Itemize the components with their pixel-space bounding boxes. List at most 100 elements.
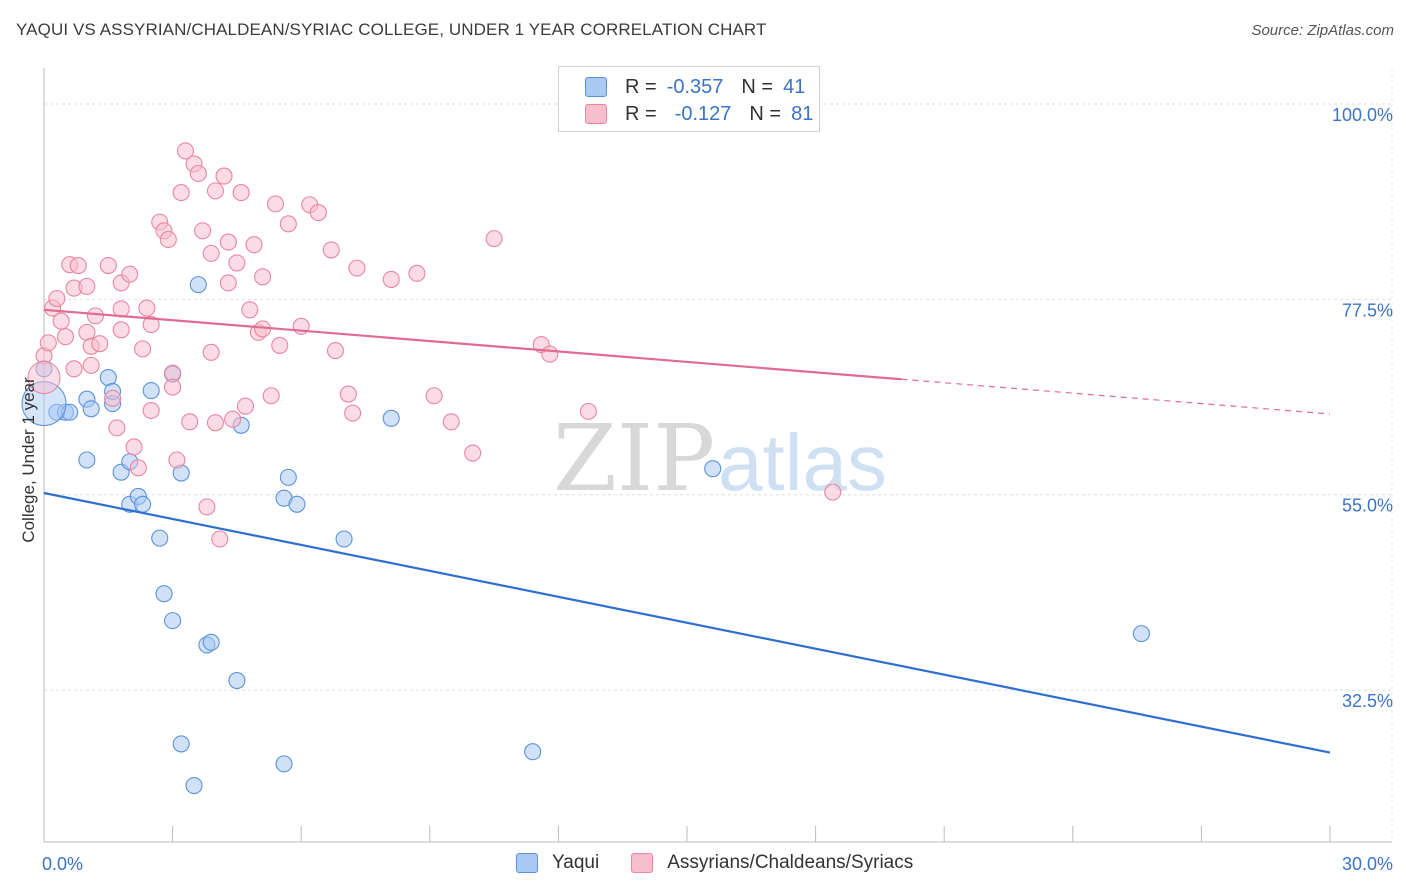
point-assyrian xyxy=(78,277,96,295)
point-assyrian xyxy=(189,164,207,183)
point-yaqui xyxy=(704,460,722,478)
point-assyrian xyxy=(211,530,229,548)
y-tick-label: 55.0% xyxy=(1342,496,1393,516)
point-assyrian xyxy=(309,204,327,222)
point-assyrian xyxy=(168,451,186,469)
point-assyrian xyxy=(27,361,61,395)
point-yaqui xyxy=(82,400,100,418)
point-assyrian xyxy=(176,142,195,160)
point-yaqui xyxy=(279,468,297,486)
point-assyrian xyxy=(194,222,212,240)
legend-n-value-yaqui: 41 xyxy=(783,75,806,98)
point-yaqui xyxy=(1132,625,1150,643)
point-yaqui xyxy=(164,612,182,630)
point-assyrian xyxy=(266,195,285,213)
bottom-legend-swatch-yaqui xyxy=(516,853,538,873)
watermark-zip: ZIP xyxy=(553,405,715,512)
point-assyrian xyxy=(56,328,74,346)
point-yaqui xyxy=(134,495,152,513)
legend-r-value-yaqui: -0.357 xyxy=(666,75,724,98)
trend-line-assyrian-extension xyxy=(901,378,1331,415)
trend-line-yaqui xyxy=(43,491,1331,754)
point-yaqui xyxy=(189,276,207,294)
point-assyrian xyxy=(262,387,280,405)
bottom-legend-label-assyrian: Assyrians/Chaldeans/Syriacs xyxy=(667,852,914,873)
point-assyrian xyxy=(198,498,216,516)
point-assyrian xyxy=(279,215,297,233)
point-assyrian xyxy=(121,265,139,283)
bottom-legend-swatch-assyrian xyxy=(631,853,654,873)
point-assyrian xyxy=(65,360,83,378)
trend-line-assyrian xyxy=(43,308,902,381)
point-assyrian xyxy=(125,438,143,456)
point-assyrian xyxy=(322,241,340,259)
x-tick-label: 30.0% xyxy=(1342,854,1393,874)
point-assyrian xyxy=(425,387,443,405)
point-yaqui xyxy=(78,451,96,469)
point-yaqui xyxy=(335,530,353,548)
point-assyrian xyxy=(245,236,263,254)
legend-row-yaqui: R = -0.357 N = 41 xyxy=(559,74,805,100)
point-assyrian xyxy=(219,233,237,251)
chart-title: YAQUI VS ASSYRIAN/CHALDEAN/SYRIAC COLLEG… xyxy=(16,20,767,39)
point-assyrian xyxy=(579,402,597,420)
point-yaqui xyxy=(142,381,160,400)
trend-lines xyxy=(43,308,1331,754)
point-assyrian xyxy=(824,483,842,501)
y-tick-label: 77.5% xyxy=(1342,300,1393,320)
point-assyrian xyxy=(82,356,100,374)
point-assyrian xyxy=(142,401,160,420)
point-assyrian xyxy=(224,410,242,428)
point-assyrian xyxy=(39,334,57,352)
point-assyrian xyxy=(134,340,152,358)
legend-r-label: R = xyxy=(625,102,657,125)
legend-r-label: R = xyxy=(625,75,657,98)
point-assyrian xyxy=(464,444,482,462)
point-assyrian xyxy=(112,321,130,339)
bottom-legend-label-yaqui: Yaqui xyxy=(552,852,600,873)
point-yaqui xyxy=(185,777,203,795)
point-assyrian xyxy=(541,345,559,363)
point-assyrian xyxy=(164,378,182,396)
point-assyrian xyxy=(69,256,87,275)
data-points xyxy=(21,142,1150,795)
point-assyrian xyxy=(138,299,156,317)
correlation-legend: R = -0.357 N = 41 R = -0.127 N = 81 xyxy=(558,66,820,132)
point-yaqui xyxy=(524,743,542,761)
y-tick-label: 32.5% xyxy=(1342,691,1393,711)
point-assyrian xyxy=(382,270,400,288)
point-assyrian xyxy=(99,256,117,275)
point-assyrian xyxy=(326,342,345,360)
point-assyrian xyxy=(172,184,190,202)
point-assyrian xyxy=(181,413,199,431)
x-tick-label: 0.0% xyxy=(42,854,83,874)
point-yaqui xyxy=(172,735,190,753)
point-assyrian xyxy=(254,268,272,286)
point-assyrian xyxy=(48,289,66,308)
point-assyrian xyxy=(91,335,109,353)
point-assyrian xyxy=(236,397,255,415)
legend-n-value-assyrian: 81 xyxy=(791,102,814,125)
y-axis-label: College, Under 1 year xyxy=(19,377,38,543)
axes xyxy=(43,68,1392,843)
point-assyrian xyxy=(159,230,177,249)
point-assyrian xyxy=(206,182,225,200)
point-assyrian xyxy=(442,413,460,431)
legend-swatch-yaqui xyxy=(585,77,607,97)
point-assyrian xyxy=(228,254,246,272)
point-yaqui xyxy=(228,671,246,690)
legend-row-assyrian: R = -0.127 N = 81 xyxy=(559,101,813,127)
y-tick-label: 100.0% xyxy=(1332,105,1393,125)
point-assyrian xyxy=(485,230,503,248)
legend-n-label: N = xyxy=(741,75,774,98)
point-assyrian xyxy=(344,404,362,422)
point-assyrian xyxy=(202,343,220,361)
point-assyrian xyxy=(202,244,220,262)
point-assyrian xyxy=(142,316,160,334)
point-yaqui xyxy=(288,495,306,513)
point-yaqui xyxy=(382,409,400,427)
legend-r-value-assyrian: -0.127 xyxy=(674,102,732,125)
point-yaqui xyxy=(155,585,173,603)
point-assyrian xyxy=(339,385,357,403)
